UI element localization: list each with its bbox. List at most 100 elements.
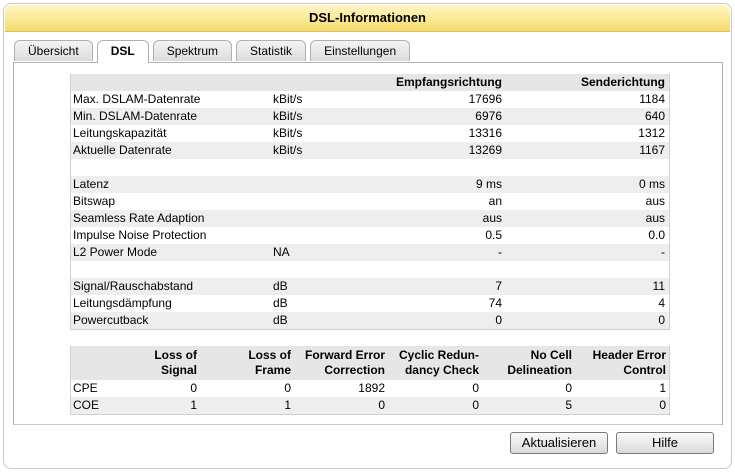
unit: kBit/s xyxy=(273,143,303,157)
row-label: Min. DSLAM-Datenrate xyxy=(73,109,198,123)
value: 6976 xyxy=(475,109,502,123)
value: 0 xyxy=(472,381,479,395)
value: 5 xyxy=(565,398,572,412)
data-row: Bitswap an aus xyxy=(71,193,669,210)
value: 0 xyxy=(284,381,291,395)
tab[interactable]: DSL xyxy=(96,40,149,63)
column-header: Loss of Frame xyxy=(248,348,291,377)
error-table: Loss of Signal Loss of Frame Forward Error… xyxy=(70,346,670,415)
column-header: Empfangsrichtung xyxy=(395,75,502,89)
row-label: Impulse Noise Protection xyxy=(73,228,207,242)
data-row: Signal/Rauschabstand dB 7 11 xyxy=(71,278,669,295)
unit xyxy=(271,176,381,193)
value: 1892 xyxy=(358,381,385,395)
column-header: Loss of Signal xyxy=(154,348,197,377)
value: 13316 xyxy=(468,126,502,140)
row-label: Leitungskapazität xyxy=(73,126,167,140)
value: - xyxy=(661,245,665,259)
line-table: Empfangsrichtung Senderichtung Max. DSLAM-… xyxy=(70,74,670,330)
value: aus xyxy=(645,194,665,208)
tab-bar: Übersicht DSL Spektrum Statistik Einstellung… xyxy=(14,40,414,63)
value: 13269 xyxy=(468,143,502,157)
row-label: L2 Power Mode xyxy=(73,245,158,259)
column-header: Senderichtung xyxy=(580,75,665,89)
unit: dB xyxy=(273,279,288,293)
row-label: COE xyxy=(73,398,100,412)
data-row: Leitungsdämpfung dB 74 4 xyxy=(71,295,669,312)
value: - xyxy=(498,245,502,259)
unit: NA xyxy=(273,245,290,259)
row-label: CPE xyxy=(73,381,98,395)
value: 0.5 xyxy=(485,228,502,242)
value: 0 xyxy=(565,381,572,395)
row-label: Aktuelle Datenrate xyxy=(73,143,172,157)
value: 1 xyxy=(284,398,291,412)
value: 4 xyxy=(658,296,665,310)
value: aus xyxy=(645,211,665,225)
data-row: Seamless Rate Adaption aus aus xyxy=(71,210,669,227)
unit xyxy=(271,227,381,244)
data-row: Powercutback dB 0 0 xyxy=(71,312,669,329)
value: 9 ms xyxy=(475,177,502,191)
column-header: No Cell Delineation xyxy=(507,348,572,377)
content-panel: Empfangsrichtung Senderichtung Max. DSLAM-… xyxy=(13,62,723,425)
data-row: Aktuelle Datenrate kBit/s 13269 1167 xyxy=(71,142,669,159)
value: 11 xyxy=(652,279,665,293)
column-header: Forward Error Correction xyxy=(304,348,385,377)
value: 74 xyxy=(488,296,502,310)
value: 1 xyxy=(190,398,197,412)
unit: kBit/s xyxy=(273,92,303,106)
value: 7 xyxy=(495,279,502,293)
unit: dB xyxy=(273,313,288,327)
data-row: Leitungskapazität kBit/s 13316 1312 xyxy=(71,125,669,142)
spacer-row xyxy=(71,261,669,278)
data-row: Latenz 9 ms 0 ms xyxy=(71,176,669,193)
cell xyxy=(271,74,381,91)
column-header: Header Error Control xyxy=(592,348,666,377)
value: 0 xyxy=(659,398,666,412)
value: 17696 xyxy=(468,92,502,106)
unit xyxy=(271,193,381,210)
spacer-row xyxy=(71,159,669,176)
value: an xyxy=(488,194,502,208)
tab[interactable]: Statistik xyxy=(236,40,307,61)
value: 0 ms xyxy=(638,177,665,191)
data-row: Max. DSLAM-Datenrate kBit/s 17696 1184 xyxy=(71,91,669,108)
data-row: Min. DSLAM-Datenrate kBit/s 6976 640 xyxy=(71,108,669,125)
unit: kBit/s xyxy=(273,126,303,140)
value: 1184 xyxy=(639,92,665,106)
tab[interactable]: Übersicht xyxy=(14,40,93,61)
row-label: Latenz xyxy=(73,177,110,191)
value: 1312 xyxy=(638,126,665,140)
value: 0 xyxy=(472,398,479,412)
tab[interactable]: Spektrum xyxy=(152,40,233,61)
row-label: Leitungsdämpfung xyxy=(73,296,172,310)
help-button[interactable]: Hilfe xyxy=(616,432,714,454)
tab[interactable]: Einstellungen xyxy=(310,40,411,61)
data-row: COE 1 1 0 0 5 0 xyxy=(71,397,669,414)
value: 1 xyxy=(659,381,666,395)
data-row: CPE 0 0 1892 0 0 1 xyxy=(71,380,669,397)
header-row: Loss of Signal Loss of Frame Forward Error… xyxy=(71,346,669,380)
value: 0.0 xyxy=(648,228,665,242)
value: 0 xyxy=(190,381,197,395)
value: 0 xyxy=(495,313,502,327)
row-label: Max. DSLAM-Datenrate xyxy=(73,92,201,106)
window-title: DSL-Informationen xyxy=(5,5,730,32)
data-row: Impulse Noise Protection 0.5 0.0 xyxy=(71,227,669,244)
row-label: Powercutback xyxy=(73,313,149,327)
value: 0 xyxy=(658,313,665,327)
value: 1167 xyxy=(639,143,665,157)
value: 0 xyxy=(378,398,385,412)
row-label: Bitswap xyxy=(73,194,116,208)
separator xyxy=(14,424,721,425)
unit xyxy=(271,210,381,227)
cell xyxy=(71,74,271,91)
unit: kBit/s xyxy=(273,109,303,123)
header-row: Empfangsrichtung Senderichtung xyxy=(71,74,669,91)
value: aus xyxy=(482,211,502,225)
data-row: L2 Power Mode NA - - xyxy=(71,244,669,261)
column-header: Cyclic Redun- dancy Check xyxy=(398,348,479,377)
refresh-button[interactable]: Aktualisieren xyxy=(510,432,608,454)
